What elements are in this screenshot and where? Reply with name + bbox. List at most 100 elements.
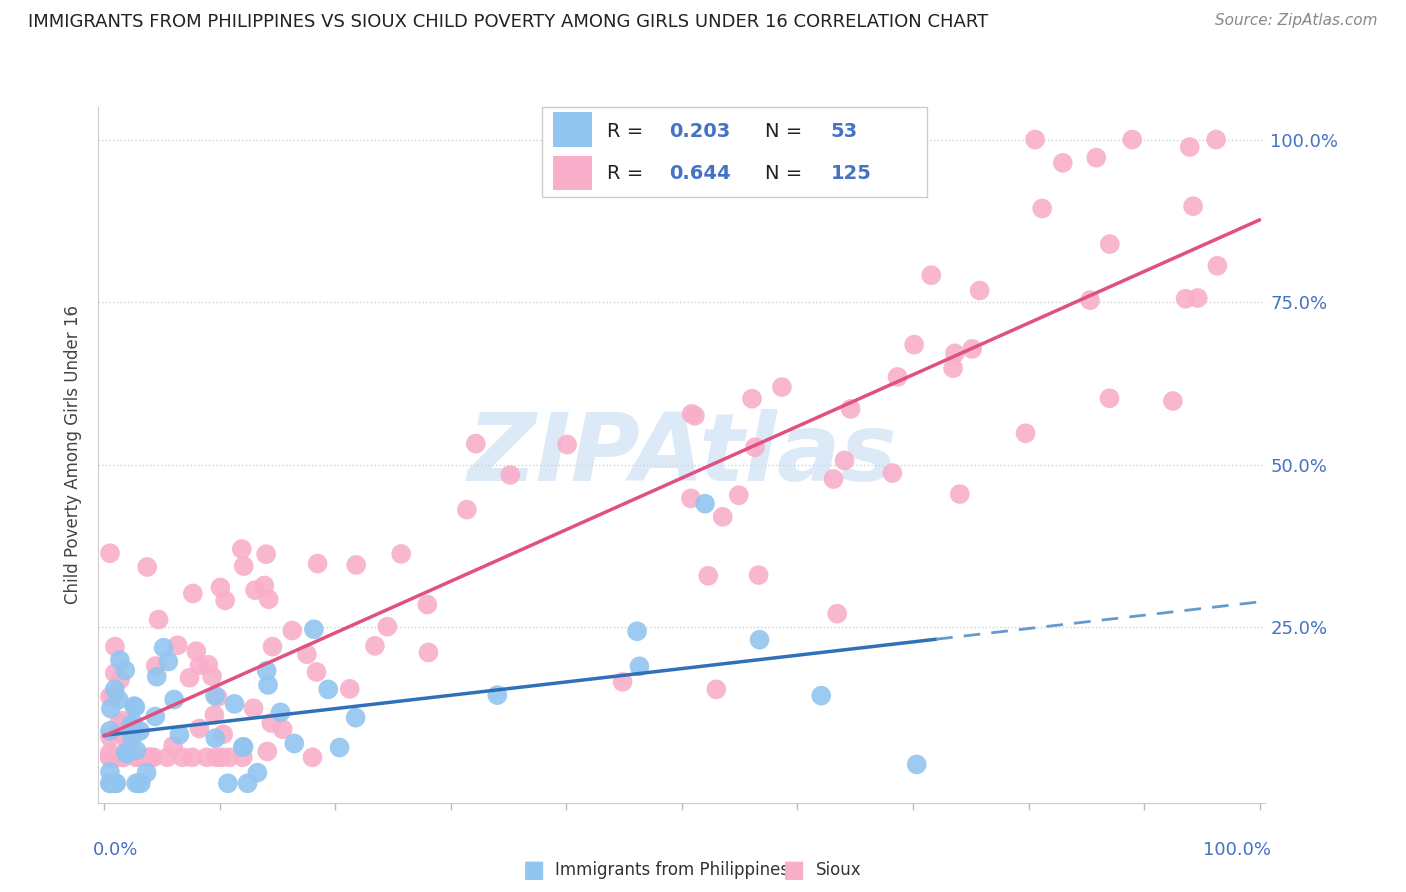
- Point: [882, 466, 904, 480]
- Point: [105, 776, 128, 790]
- Point: [129, 776, 152, 790]
- Point: [202, 708, 225, 723]
- Point: [128, 723, 150, 738]
- Point: [301, 750, 323, 764]
- Point: [104, 750, 127, 764]
- Point: [107, 692, 129, 706]
- Point: [108, 673, 131, 687]
- Text: 0.0%: 0.0%: [93, 841, 138, 859]
- Point: [207, 690, 229, 705]
- Point: [253, 578, 276, 592]
- Point: [111, 750, 134, 764]
- Point: [169, 728, 191, 742]
- Point: [135, 765, 157, 780]
- Text: ■: ■: [783, 858, 806, 881]
- Text: ■: ■: [523, 858, 546, 881]
- Point: [212, 727, 235, 741]
- Point: [214, 593, 236, 607]
- Point: [748, 632, 770, 647]
- Point: [1121, 132, 1143, 146]
- Point: [104, 640, 127, 654]
- Point: [117, 737, 139, 751]
- Point: [105, 750, 128, 764]
- Point: [112, 750, 135, 764]
- Point: [1206, 259, 1229, 273]
- Point: [886, 370, 908, 384]
- Point: [1031, 202, 1053, 216]
- Point: [683, 409, 706, 423]
- Point: [120, 718, 142, 732]
- Point: [122, 716, 145, 731]
- Point: [344, 558, 367, 572]
- Point: [243, 583, 266, 598]
- Point: [1052, 156, 1074, 170]
- Point: [104, 776, 127, 790]
- Point: [188, 658, 211, 673]
- Point: [1182, 199, 1205, 213]
- Point: [1098, 391, 1121, 405]
- Point: [201, 669, 224, 683]
- Point: [101, 750, 124, 764]
- Point: [231, 542, 253, 557]
- Point: [389, 547, 412, 561]
- Point: [260, 716, 283, 731]
- Point: [748, 568, 770, 582]
- Point: [344, 711, 367, 725]
- Point: [1187, 291, 1209, 305]
- Point: [136, 560, 159, 574]
- Point: [100, 701, 122, 715]
- Point: [1161, 394, 1184, 409]
- Point: [179, 671, 201, 685]
- Point: [125, 743, 148, 757]
- Point: [262, 640, 284, 654]
- Point: [825, 607, 848, 621]
- Point: [316, 682, 339, 697]
- Point: [125, 776, 148, 790]
- Point: [115, 747, 138, 761]
- Point: [704, 682, 727, 697]
- Point: [339, 681, 361, 696]
- Point: [232, 739, 254, 754]
- Point: [114, 663, 136, 677]
- Point: [242, 701, 264, 715]
- Point: [101, 750, 124, 764]
- Point: [256, 744, 278, 758]
- Point: [143, 709, 166, 723]
- Point: [969, 284, 991, 298]
- Y-axis label: Child Poverty Among Girls Under 16: Child Poverty Among Girls Under 16: [65, 305, 83, 605]
- Point: [628, 659, 651, 673]
- Point: [145, 659, 167, 673]
- Point: [839, 401, 862, 416]
- Point: [942, 361, 965, 376]
- Point: [156, 750, 179, 764]
- Point: [1174, 292, 1197, 306]
- Point: [172, 750, 194, 764]
- Point: [236, 776, 259, 790]
- Point: [136, 750, 159, 764]
- Point: [120, 734, 142, 748]
- Point: [98, 750, 121, 764]
- Point: [905, 757, 928, 772]
- Point: [1085, 151, 1108, 165]
- Point: [499, 467, 522, 482]
- Point: [943, 346, 966, 360]
- Point: [418, 646, 440, 660]
- Point: [224, 697, 246, 711]
- Point: [302, 622, 325, 636]
- Point: [100, 750, 122, 764]
- Point: [218, 750, 240, 764]
- Point: [960, 342, 983, 356]
- Point: [232, 559, 254, 574]
- Point: [1178, 140, 1201, 154]
- Point: [108, 716, 131, 731]
- Point: [270, 706, 292, 720]
- Point: [209, 581, 232, 595]
- Point: [612, 674, 634, 689]
- Point: [232, 750, 254, 764]
- Point: [122, 699, 145, 714]
- Point: [124, 700, 146, 714]
- Point: [1078, 293, 1101, 307]
- Point: [186, 644, 208, 658]
- Point: [823, 472, 845, 486]
- Point: [770, 380, 793, 394]
